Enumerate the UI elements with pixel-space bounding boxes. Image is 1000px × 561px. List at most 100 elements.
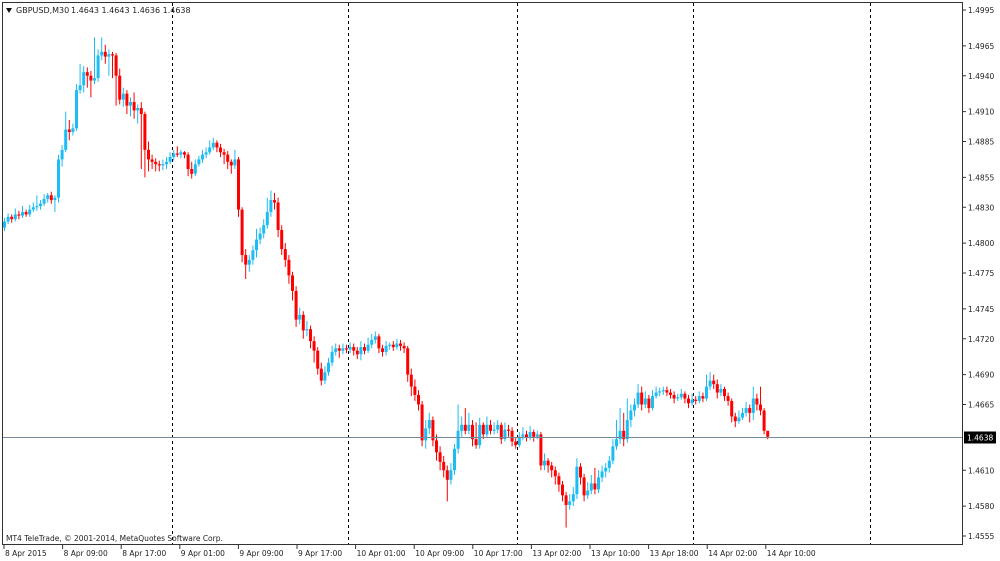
candle (175, 146, 179, 158)
candle-body (625, 420, 629, 440)
candle-body (125, 93, 129, 106)
candle (442, 455, 446, 478)
candle-body (553, 470, 557, 477)
chart-header: GBPUSD,M30 1.4643 1.4643 1.4636 1.4638 (6, 6, 191, 15)
candle-body (3, 221, 6, 228)
candle-body (319, 368, 323, 381)
candle-body (654, 392, 658, 397)
candle (226, 151, 230, 169)
candle-body (35, 206, 39, 208)
candle (521, 427, 525, 441)
candle (553, 466, 557, 485)
candle (575, 458, 579, 499)
candle (478, 417, 482, 449)
candle-body (244, 255, 248, 265)
candle (751, 386, 755, 421)
candle (269, 190, 273, 217)
candle-body (445, 470, 449, 480)
candle-body (525, 434, 528, 438)
candle (557, 472, 561, 492)
candle (611, 439, 615, 465)
candle (39, 200, 42, 210)
candle-body (618, 430, 622, 440)
candle-body (100, 51, 104, 56)
y-tick-label: 1.4830 (968, 203, 994, 212)
candle (150, 154, 154, 169)
candle-body (737, 417, 741, 422)
candle-body (193, 164, 197, 174)
y-tick-label: 1.4665 (968, 401, 994, 410)
candle (197, 155, 201, 167)
candle-body (262, 225, 266, 234)
candle-body (71, 128, 75, 132)
candle (172, 149, 176, 161)
candle (723, 386, 726, 401)
candle-body (139, 108, 143, 115)
candle-body (363, 347, 366, 351)
candle (53, 195, 57, 213)
candle-body (147, 149, 150, 160)
candle-body (291, 275, 294, 291)
candle-body (129, 102, 132, 106)
candle (543, 453, 546, 471)
y-tick-label: 1.4745 (968, 305, 994, 314)
candle-body (179, 152, 183, 155)
candle (391, 341, 395, 351)
candle (589, 475, 593, 495)
candle (287, 255, 291, 284)
candle (525, 430, 528, 442)
candle-body (658, 391, 662, 393)
candle-body (39, 203, 42, 207)
candle-body (85, 72, 89, 76)
candle-body (561, 484, 564, 496)
candle (31, 202, 35, 213)
candle (60, 145, 64, 167)
candle-body (413, 386, 417, 395)
y-tick-label: 1.4885 (968, 138, 994, 147)
candle (424, 420, 428, 449)
candle (208, 140, 212, 155)
candle (514, 437, 518, 449)
candle (471, 420, 474, 447)
candle (204, 147, 208, 159)
candle-body (427, 420, 431, 429)
candle-body (474, 439, 478, 446)
candle (147, 141, 150, 172)
candle (222, 148, 226, 165)
candle (309, 325, 312, 349)
candle (683, 391, 687, 404)
candle-body (309, 329, 312, 342)
candle-body (247, 259, 251, 265)
candle (201, 149, 204, 164)
candle (586, 482, 590, 499)
candle (305, 320, 309, 337)
triangle-down-icon[interactable] (6, 8, 12, 13)
candle (665, 386, 669, 397)
candle (341, 343, 345, 355)
candle (291, 271, 294, 301)
candle (755, 393, 759, 411)
candle-body (82, 72, 86, 86)
candle (647, 394, 651, 413)
candle-body (629, 410, 633, 421)
candle-body (337, 348, 341, 351)
plot-area[interactable] (2, 2, 963, 545)
candle-body (280, 229, 284, 250)
candle (348, 342, 352, 354)
bid-line-group: 1.4638 (3, 431, 996, 444)
candle-body (409, 374, 413, 387)
candle-body (708, 380, 712, 387)
candle-body (46, 195, 50, 199)
candle-body (175, 153, 179, 155)
candle-body (672, 394, 676, 399)
x-tick-label: 10 Apr 09:00 (415, 549, 464, 558)
candle (118, 68, 122, 105)
candle (561, 481, 564, 502)
candle-body (640, 392, 644, 405)
candle-body (402, 345, 406, 349)
candle-body (507, 429, 510, 431)
candle (229, 159, 233, 174)
candle (298, 307, 302, 325)
candle (294, 286, 298, 327)
